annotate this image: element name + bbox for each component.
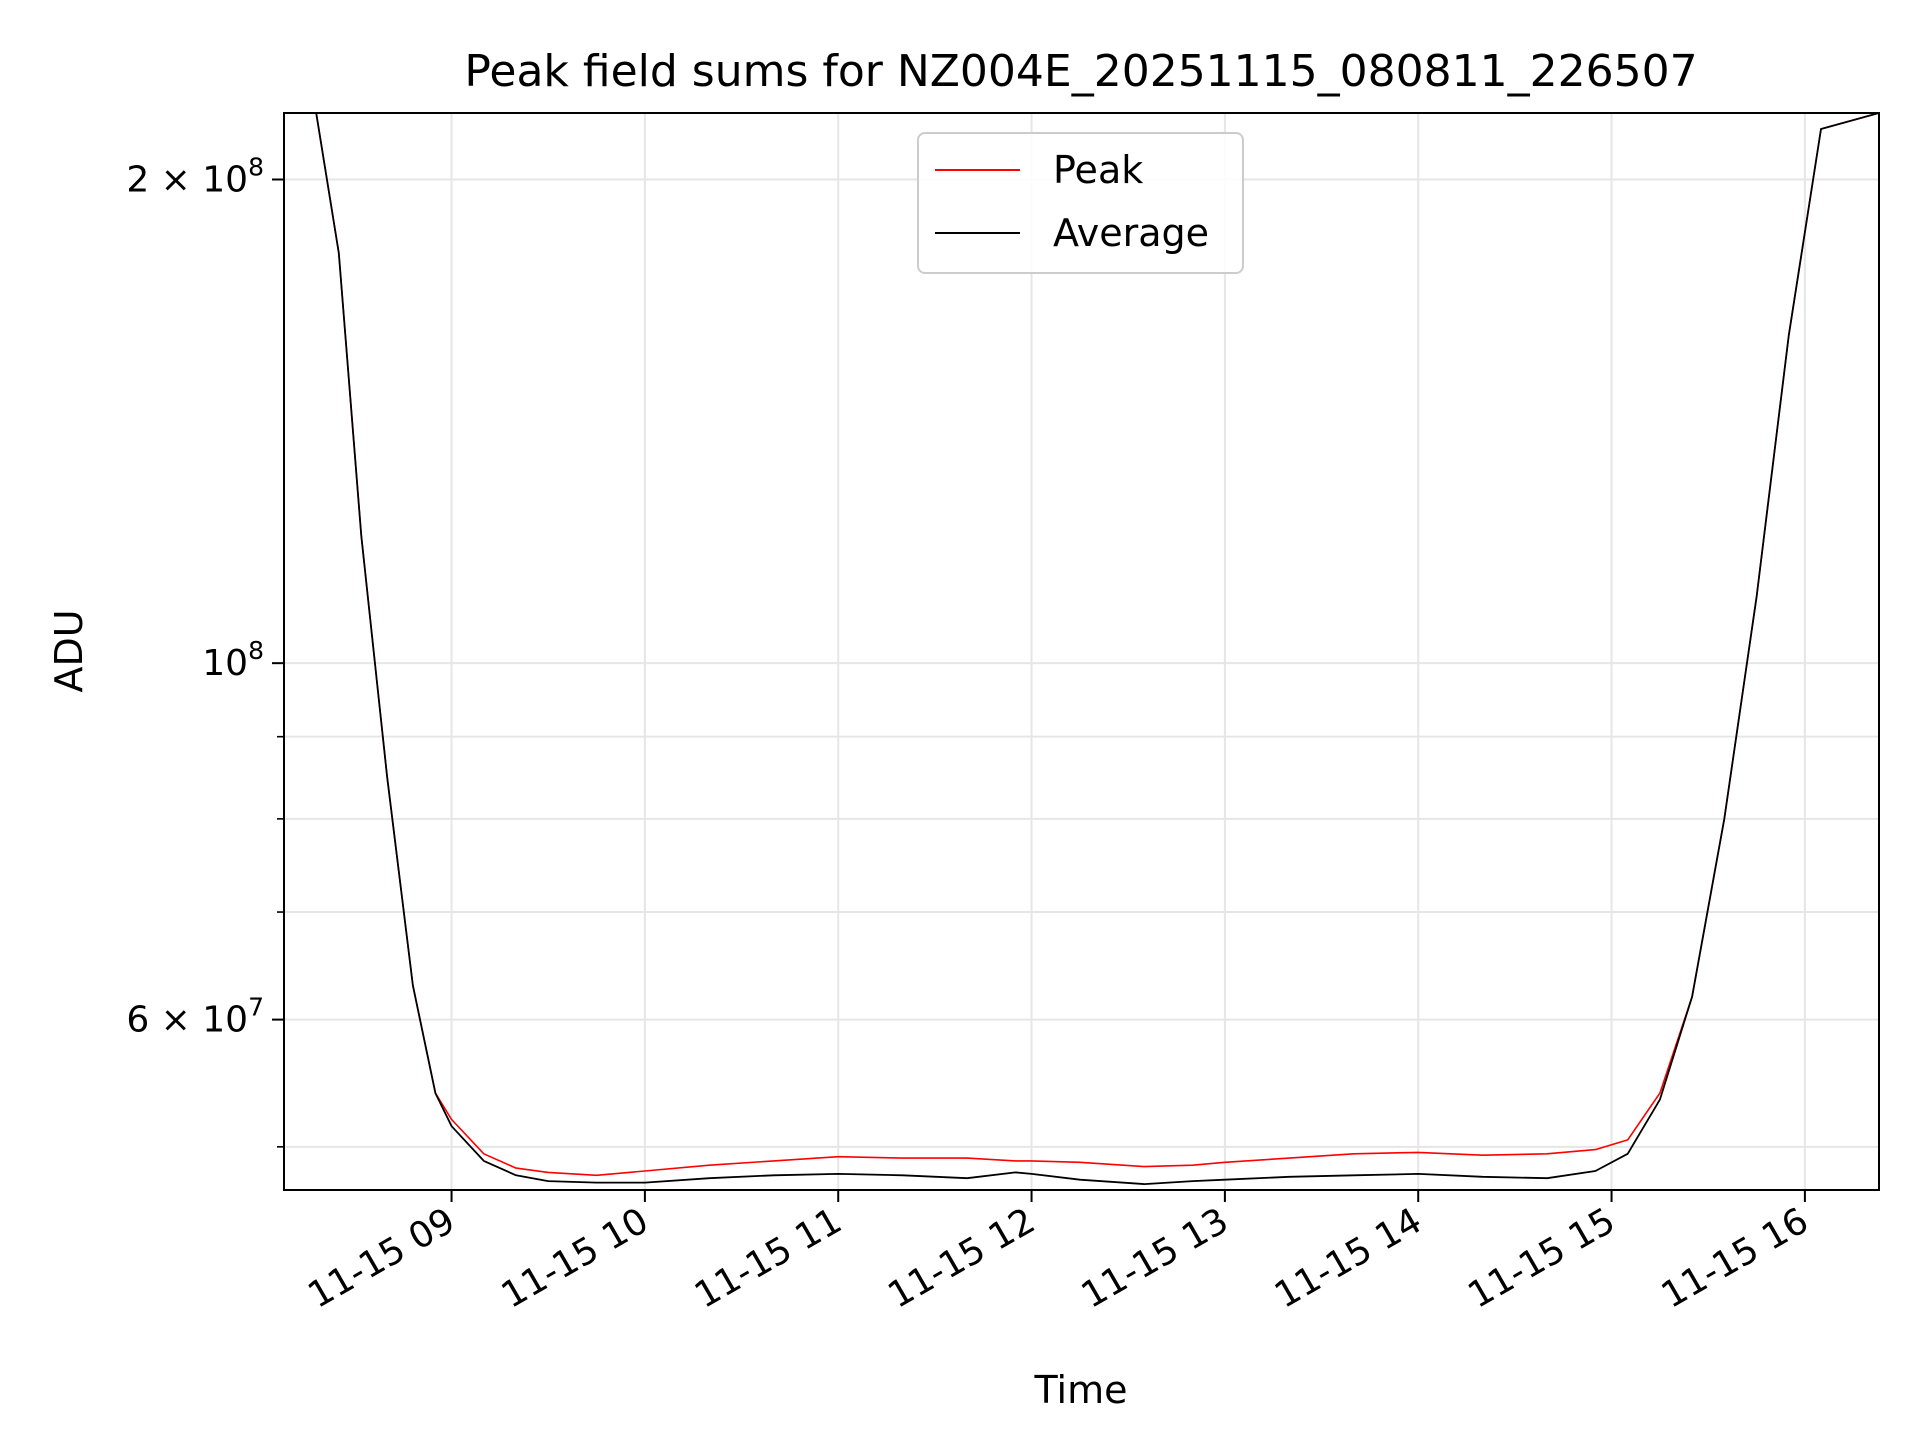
- chart-title: Peak field sums for NZ004E_20251115_0808…: [464, 46, 1697, 97]
- legend-peak-label: Peak: [1053, 148, 1143, 192]
- legend-average-label: Average: [1053, 211, 1209, 255]
- x-axis-label: Time: [1034, 1368, 1128, 1412]
- y-tick-mantissa: 6: [126, 1000, 160, 1041]
- y-tick-base: 10: [202, 1000, 248, 1041]
- y-tick-exponent: 8: [248, 153, 264, 182]
- plot-frame: [283, 112, 1880, 1191]
- y-tick-times: ×: [161, 160, 203, 201]
- y-tick-base: 10: [202, 643, 248, 684]
- y-tick-label: 6 × 107: [126, 993, 264, 1041]
- series-line-average: [284, 113, 1879, 1185]
- legend: Peak Average: [917, 132, 1244, 274]
- y-tick-exponent: 8: [248, 636, 264, 665]
- y-tick-base: 10: [202, 160, 248, 201]
- y-tick-times: ×: [161, 1000, 203, 1041]
- y-tick-label: 108: [202, 636, 264, 684]
- y-tick-exponent: 7: [248, 993, 264, 1022]
- grid: [284, 113, 1879, 1190]
- legend-box: [917, 132, 1244, 274]
- y-tick-mantissa: 2: [126, 160, 160, 201]
- y-tick-label: 2 × 108: [126, 153, 264, 201]
- series-layer: [284, 113, 1879, 1185]
- y-axis-label: ADU: [47, 609, 91, 692]
